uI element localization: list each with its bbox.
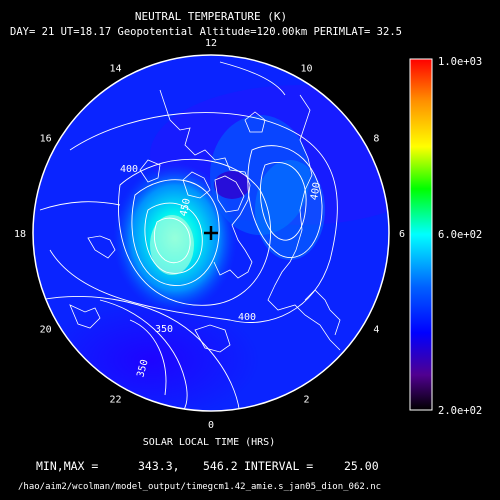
chart-title: NEUTRAL TEMPERATURE (K): [135, 10, 287, 23]
chart-subtitle: DAY= 21 UT=18.17 Geopotential Altitude=1…: [10, 26, 402, 38]
local-time-tick-label: 16: [40, 134, 52, 145]
local-time-tick-label: 14: [109, 64, 121, 75]
temperature-field: [33, 55, 389, 411]
contour-lines: [39, 61, 338, 411]
local-time-tick-label: 10: [300, 64, 312, 75]
contour-label: 350: [135, 358, 150, 378]
colorbar: [409, 58, 433, 411]
interval-value: 25.00: [344, 459, 379, 473]
local-time-tick-label: 8: [373, 134, 379, 145]
plot-boundary: [32, 54, 390, 412]
local-time-tick-label: 0: [208, 420, 214, 431]
colorbar-tick-mid: 6.0e+02: [438, 229, 482, 241]
local-time-tick-label: 20: [40, 325, 52, 336]
local-time-tick-label: 18: [14, 229, 26, 240]
local-time-tick-label: 2: [303, 394, 309, 405]
local-time-tick-label: 6: [399, 229, 405, 240]
colorbar-tick-max: 1.0e+03: [438, 56, 482, 68]
coastlines: [69, 89, 341, 353]
colorbar-tick-min: 2.0e+02: [438, 405, 482, 417]
contour-label: 350: [155, 324, 173, 335]
file-path: /hao/aim2/wcolman/model_output/timegcm1.…: [18, 482, 381, 492]
contour-label: 400: [309, 181, 323, 201]
minmax-label: MIN,MAX =: [36, 459, 98, 473]
x-axis-label: SOLAR LOCAL TIME (HRS): [143, 437, 275, 448]
local-time-tick-label: 22: [109, 394, 121, 405]
contour-label: 400: [238, 312, 256, 323]
max-value: 546.2: [203, 459, 238, 473]
interval-label: INTERVAL =: [244, 459, 313, 473]
contour-labels: 400 400 400 450 350 350: [120, 164, 323, 379]
contour-label: 450: [178, 197, 193, 217]
contour-label: 400: [120, 164, 138, 175]
local-time-tick-label: 4: [373, 325, 379, 336]
min-value: 343.3,: [138, 459, 180, 473]
local-time-tick-label: 12: [205, 38, 217, 49]
